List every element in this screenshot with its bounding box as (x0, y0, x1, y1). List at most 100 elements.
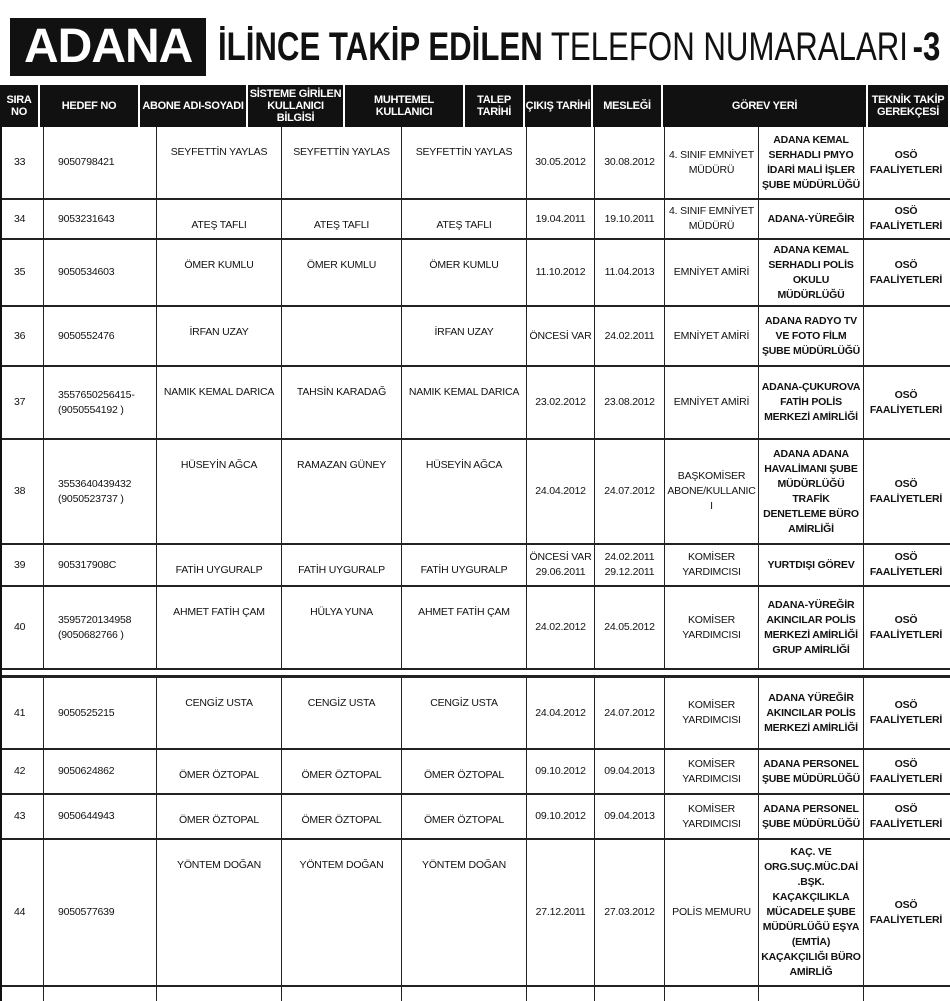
column-header-hedef-no: HEDEF NO (40, 85, 140, 127)
cell-sistem-kullanici: ÖMER ÖZTOPAL (282, 750, 402, 793)
column-header-abone: ABONE ADI-SOYADI (140, 85, 248, 127)
cell-empty (665, 987, 759, 1001)
cell-empty (864, 987, 948, 1001)
table-row: 39 905317908C FATİH UYGURALP FATİH UYGURALP… (2, 545, 950, 587)
table-row: 40 3595720134958 (9050682766 ) AHMET FATİH… (2, 587, 950, 670)
cell-cikis-tarihi: 30.08.2012 (595, 127, 665, 198)
cell-empty (759, 987, 864, 1001)
cell-abone: HÜSEYİN AĞCA (157, 440, 282, 543)
column-header-meslek: MESLEĞİ (593, 85, 663, 127)
cell-hedef-no: 9050577639 (44, 840, 157, 985)
cell-talep-tarihi: 09.10.2012 (527, 795, 595, 838)
cell-abone: ATEŞ TAFLI (157, 200, 282, 238)
cell-muhtemel-kullanici: ÖMER ÖZTOPAL (402, 795, 527, 838)
cell-sira-no: 42 (2, 750, 44, 793)
table-row: 42 9050624862 ÖMER ÖZTOPAL ÖMER ÖZTOPAL ÖMER… (2, 750, 950, 795)
cell-gorev-yeri: ADANA PERSONEL ŞUBE MÜDÜRLÜĞÜ (759, 750, 864, 793)
cell-muhtemel-kullanici: YÖNTEM DOĞAN (402, 840, 527, 985)
table-header: SIRA NO HEDEF NO ABONE ADI-SOYADI SİSTEME G… (0, 85, 950, 127)
cell-hedef-no: 9050534603 (44, 240, 157, 305)
cell-cikis-tarihi: 27.03.2012 (595, 840, 665, 985)
cell-teknik-takip: OSÖ FAALİYETLERİ (869, 802, 943, 830)
cell-empty (157, 987, 282, 1001)
cell-teknik-takip: OSÖ FAALİYETLERİ (869, 551, 943, 578)
cell-sistem-kullanici: ÖMER KUMLU (282, 240, 402, 305)
cell-sira-no: 36 (2, 307, 44, 365)
headline: ADANA İLİNCE TAKİP EDİLEN TELEFON NUMARA… (10, 18, 950, 76)
cell-muhtemel-kullanici: ATEŞ TAFLI (402, 200, 527, 238)
cell-talep-tarihi: 24.04.2012 (527, 440, 595, 543)
cell-abone: NAMIK KEMAL DARICA (157, 367, 282, 438)
cell-meslek: EMNİYET AMİRİ (665, 307, 759, 365)
cell-sira-no: 35 (2, 240, 44, 305)
cell-meslek: KOMİSER YARDIMCISI (665, 795, 759, 838)
cell-abone: YÖNTEM DOĞAN (157, 840, 282, 985)
cell-abone: SEYFETTİN YAYLAS (157, 127, 282, 198)
cell-sistem-kullanici: YÖNTEM DOĞAN (282, 840, 402, 985)
cell-sistem-kullanici: RAMAZAN GÜNEY (282, 440, 402, 543)
cell-teknik-takip: OSÖ FAALİYETLERİ (869, 699, 943, 726)
column-header-teknik-takip: TEKNİK TAKİP GEREKÇESİ (868, 85, 950, 127)
headline-text: İLİNCE TAKİP EDİLEN TELEFON NUMARALARI -3 (218, 25, 940, 70)
table-body: 33 9050798421 SEYFETTİN YAYLAS SEYFETTİN YA… (0, 127, 950, 1001)
cell-empty (44, 987, 157, 1001)
cell-hedef-no: 9050798421 (44, 127, 157, 198)
cell-hedef-no: 905317908C (44, 545, 157, 585)
cell-talep-tarihi: ÖNCESİ VAR (527, 307, 595, 365)
cell-sira-no: 39 (2, 545, 44, 585)
cell-meslek: EMNİYET AMİRİ (665, 367, 759, 438)
cell-teknik-takip: OSÖ FAALİYETLERİ (869, 613, 943, 641)
cell-talep-tarihi: 30.05.2012 (527, 127, 595, 198)
table-row: 36 9050552476 İRFAN UZAY İRFAN UZAY ÖNCESİ V… (2, 307, 950, 367)
cell-muhtemel-kullanici: ÖMER ÖZTOPAL (402, 750, 527, 793)
column-header-cikis-tarihi: ÇIKIŞ TARİHİ (525, 85, 593, 127)
cell-abone: ÖMER ÖZTOPAL (157, 750, 282, 793)
cell-gorev-yeri: YURTDIŞI GÖREV (759, 545, 864, 585)
cell-sira-no: 37 (2, 367, 44, 438)
cell-teknik-takip (864, 307, 948, 365)
cell-cikis-tarihi: 09.04.2013 (595, 795, 665, 838)
column-header-gorev-yeri: GÖREV YERİ (663, 85, 868, 127)
table-row: 33 9050798421 SEYFETTİN YAYLAS SEYFETTİN YA… (2, 127, 950, 200)
table-row: 35 9050534603 ÖMER KUMLU ÖMER KUMLU ÖMER KUM… (2, 240, 950, 307)
cell-cikis-tarihi: 24.02.2011 29.12.2011 (595, 545, 665, 585)
cell-empty (595, 987, 665, 1001)
cell-gorev-yeri: KAÇ. VE ORG.SUÇ.MÜC.DAİ .BŞK. KAÇAKÇILIK… (759, 840, 864, 985)
cell-muhtemel-kullanici: İRFAN UZAY (402, 307, 527, 365)
cell-teknik-takip: OSÖ FAALİYETLERİ (869, 477, 943, 505)
cell-muhtemel-kullanici: SEYFETTİN YAYLAS (402, 127, 527, 198)
column-header-muhtemel-kullanici: MUHTEMEL KULLANICI (345, 85, 465, 127)
cell-sistem-kullanici: FATİH UYGURALP (282, 545, 402, 585)
cell-abone: ÖMER ÖZTOPAL (157, 795, 282, 838)
cell-gorev-yeri: ADANA KEMAL SERHADLI PMYO İDARİ MALİ İŞL… (759, 127, 864, 198)
cell-gorev-yeri: ADANA-YÜREĞİR (759, 200, 864, 238)
cell-sira-no: 43 (2, 795, 44, 838)
headline-number: -3 (912, 24, 941, 69)
cell-meslek: 4. SINIF EMNİYET MÜDÜRÜ (665, 200, 759, 238)
cell-meslek: KOMİSER YARDIMCISI (665, 587, 759, 668)
cell-abone: İRFAN UZAY (157, 307, 282, 365)
cell-empty (402, 987, 527, 1001)
cell-hedef-no: 9050624862 (44, 750, 157, 793)
cell-hedef-no: 9050644943 (44, 795, 157, 838)
cell-muhtemel-kullanici: CENGİZ USTA (402, 678, 527, 748)
cell-teknik-takip: OSÖ FAALİYETLERİ (869, 757, 943, 785)
cell-gorev-yeri: ADANA PERSONEL ŞUBE MÜDÜRLÜĞÜ (759, 795, 864, 838)
cell-sira-no: 41 (2, 678, 44, 748)
table-row-partial (2, 987, 950, 1001)
cell-muhtemel-kullanici: HÜSEYİN AĞCA (402, 440, 527, 543)
cell-teknik-takip: OSÖ FAALİYETLERİ (869, 898, 943, 926)
cell-hedef-no: 9050552476 (44, 307, 157, 365)
headline-city-badge: ADANA (10, 18, 207, 76)
cell-meslek: BAŞKOMİSER ABONE/KULLANIC I (665, 440, 759, 543)
cell-hedef-no: 3557650256415- (9050554192 ) (44, 367, 157, 438)
cell-muhtemel-kullanici: AHMET FATİH ÇAM (402, 587, 527, 668)
table-row: 44 9050577639 YÖNTEM DOĞAN YÖNTEM DOĞAN YÖNT… (2, 840, 950, 987)
cell-gorev-yeri: ADANA KEMAL SERHADLI POLİS OKULU MÜDÜRLÜ… (759, 240, 864, 305)
cell-sistem-kullanici: TAHSİN KARADAĞ (282, 367, 402, 438)
cell-cikis-tarihi: 24.02.2011 (595, 307, 665, 365)
cell-meslek: KOMİSER YARDIMCISI (665, 678, 759, 748)
cell-sira-no: 40 (2, 587, 44, 668)
cell-talep-tarihi: 23.02.2012 (527, 367, 595, 438)
cell-teknik-takip: OSÖ FAALİYETLERİ (869, 148, 943, 176)
